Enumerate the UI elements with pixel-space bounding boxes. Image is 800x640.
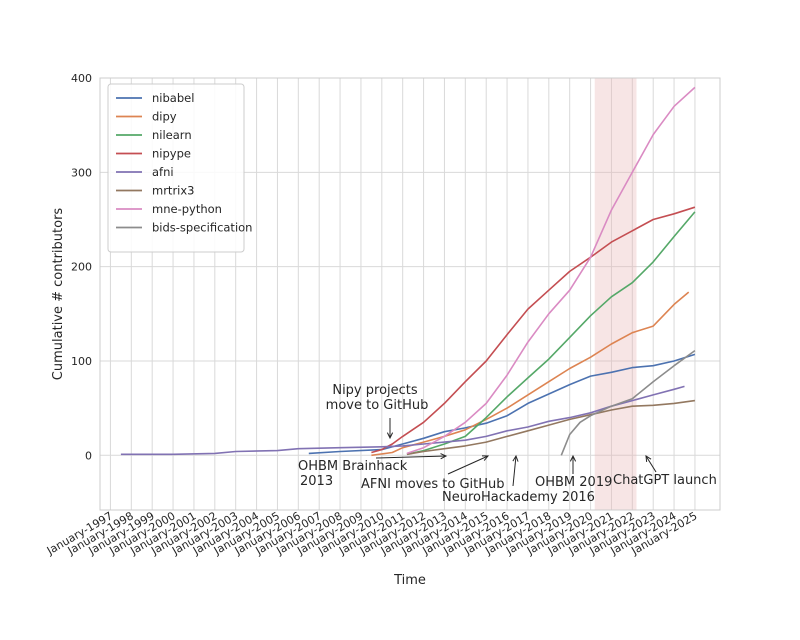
series-line-nibabel bbox=[308, 353, 696, 455]
y-tick-label: 200 bbox=[71, 261, 92, 274]
series-line-mne-python bbox=[406, 86, 696, 455]
annotation-arrowhead bbox=[512, 454, 519, 462]
x-tick-labels: January-1997January-1998January-1999Janu… bbox=[44, 509, 700, 558]
y-tick-label: 100 bbox=[71, 355, 92, 368]
annotation-arrow bbox=[375, 455, 447, 459]
y-axis-title: Cumulative # contributors bbox=[51, 208, 66, 381]
annotation-afni: AFNI moves to GitHub bbox=[361, 477, 505, 492]
legend-label-mne-python: mne-python bbox=[152, 202, 222, 216]
legend-label-bids-specification: bids-specification bbox=[152, 221, 252, 235]
annotation-nipy: Nipy projects bbox=[332, 383, 418, 398]
annotation-arrowhead bbox=[645, 455, 652, 463]
series-lines bbox=[120, 86, 696, 457]
annotation-arrow bbox=[447, 455, 489, 475]
annotation-ohbm2019: OHBM 2019 bbox=[535, 475, 612, 490]
legend-label-mrtrix3: mrtrix3 bbox=[152, 184, 195, 198]
annotation-arrowhead bbox=[440, 453, 448, 460]
annotation-arrowhead bbox=[386, 432, 394, 440]
annotation-arrow bbox=[512, 455, 517, 487]
y-tick-labels: 0 100 200 300 400 bbox=[71, 72, 92, 462]
y-tick-label: 400 bbox=[71, 72, 92, 85]
legend: nibabel dipy nilearn nipype afni mrtrix3 mne-p… bbox=[107, 83, 252, 253]
series-line-bids-specification bbox=[560, 349, 696, 456]
annotation-nipy: move to GitHub bbox=[326, 398, 429, 413]
plot-frame bbox=[99, 77, 721, 511]
annotation-arrow bbox=[645, 455, 657, 473]
y-tick-label: 0 bbox=[85, 449, 92, 462]
x-axis-title: Time bbox=[393, 573, 426, 588]
annotation-chatgpt: ChatGPT launch bbox=[613, 473, 717, 488]
annotation-ohbm2013: OHBM Brainhack bbox=[298, 459, 408, 474]
legend-label-afni: afni bbox=[152, 165, 174, 179]
legend-label-nipype: nipype bbox=[152, 147, 191, 161]
annotation-arrowhead bbox=[481, 455, 490, 461]
annotation-nh2016: NeuroHackademy 2016 bbox=[442, 490, 595, 505]
y-tick-label: 300 bbox=[71, 166, 92, 179]
series-line-mrtrix3 bbox=[406, 399, 696, 456]
legend-label-dipy: dipy bbox=[152, 110, 177, 124]
annotation-ohbm2013: 2013 bbox=[300, 474, 333, 489]
legend-box bbox=[107, 83, 245, 253]
legend-label-nibabel: nibabel bbox=[152, 91, 194, 105]
annotation-arrowhead bbox=[569, 454, 577, 462]
series-line-nipype bbox=[371, 206, 696, 454]
legend-label-nilearn: nilearn bbox=[152, 128, 192, 142]
